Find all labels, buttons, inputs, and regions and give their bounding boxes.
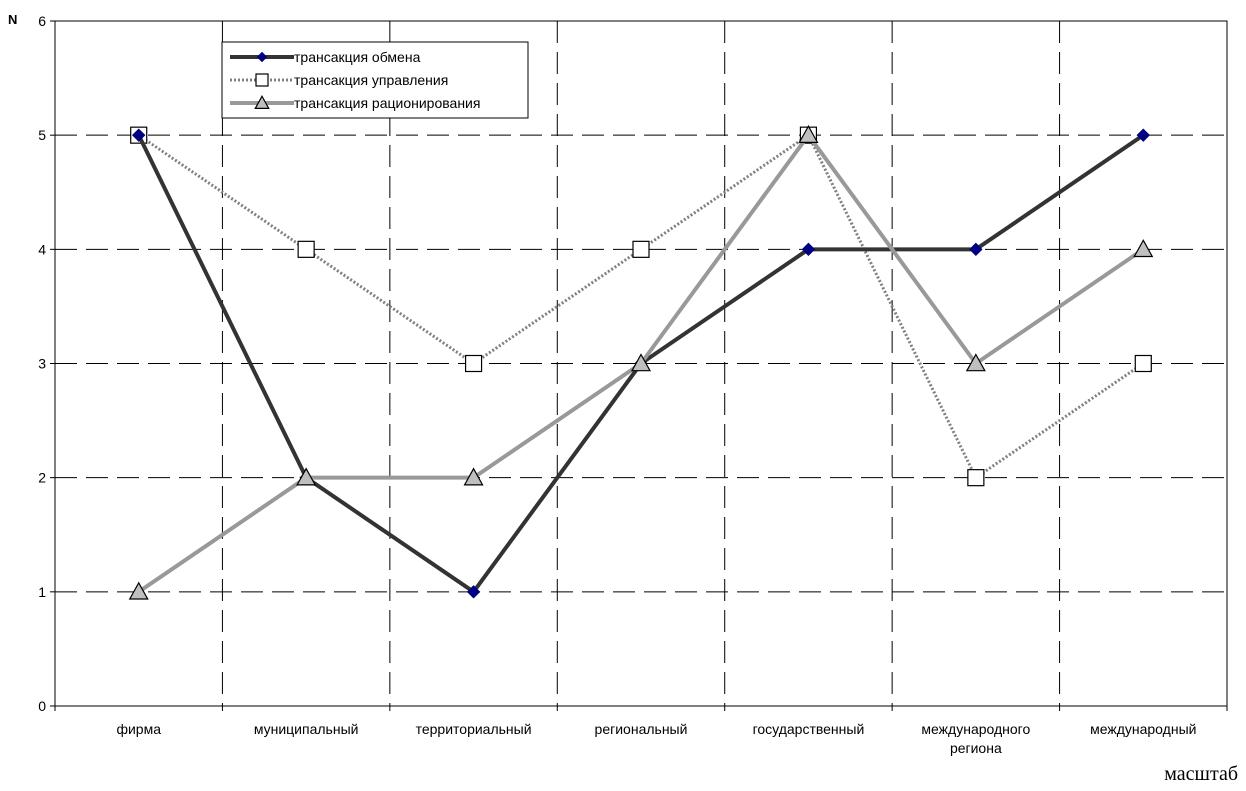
triangle-marker	[1133, 239, 1154, 258]
x-axis-ticks: фирма муниципальный территориальный региона…	[54, 706, 1228, 756]
series-2	[128, 124, 1154, 600]
series-line	[137, 133, 1145, 480]
legend-label: трансакция управления	[294, 72, 448, 88]
diamond-marker	[969, 242, 983, 257]
triangle-marker	[296, 467, 317, 486]
y-tick-label: 3	[38, 356, 46, 372]
legend-item: трансакция рационирования	[230, 95, 480, 111]
grid-lines	[55, 21, 1227, 706]
x-tick-label: муниципальный	[254, 721, 359, 737]
y-axis-ticks: 0 1 2 3 4 5 6	[38, 13, 55, 714]
legend-label: трансакция рационирования	[294, 95, 480, 111]
triangle-marker	[128, 581, 149, 600]
x-tick-label: региона	[950, 740, 1002, 756]
triangle-marker	[965, 353, 986, 372]
y-tick-label: 1	[38, 584, 46, 600]
triangle-marker	[798, 124, 819, 143]
diamond-marker	[256, 51, 268, 63]
triangle-marker	[630, 353, 652, 372]
y-tick-label: 5	[38, 127, 46, 143]
diamond-marker	[132, 128, 146, 142]
x-tick-label: фирма	[116, 721, 161, 737]
square-marker	[464, 354, 483, 373]
diamond-marker	[466, 585, 481, 599]
y-tick-label: 6	[38, 13, 46, 29]
x-tick-label: международного	[921, 721, 1030, 737]
x-tick-label: международный	[1090, 721, 1196, 737]
triangle-marker	[463, 467, 484, 486]
legend: трансакция обмена трансакция управления тр…	[221, 41, 529, 119]
y-axis-title: N	[8, 12, 17, 27]
legend-item: трансакция обмена	[230, 49, 421, 65]
square-marker	[632, 240, 650, 258]
x-tick-label: государственный	[753, 721, 865, 737]
diamond-marker	[1136, 128, 1150, 142]
x-tick-label: территориальный	[416, 721, 532, 737]
legend-item: трансакция управления	[230, 72, 448, 88]
diamond-marker	[801, 242, 816, 257]
x-axis-title: масштаб	[1164, 763, 1238, 785]
y-tick-label: 4	[38, 241, 46, 257]
legend-label: трансакция обмена	[294, 49, 421, 65]
x-tick-label: региональный	[595, 721, 688, 737]
y-tick-label: 0	[38, 698, 46, 714]
square-marker	[255, 73, 269, 87]
triangle-marker	[254, 95, 270, 110]
square-marker	[967, 469, 985, 487]
y-tick-label: 2	[38, 470, 46, 486]
series-lines	[128, 124, 1154, 600]
legend-box	[221, 41, 529, 119]
square-marker	[297, 240, 315, 258]
square-marker	[1134, 354, 1152, 373]
